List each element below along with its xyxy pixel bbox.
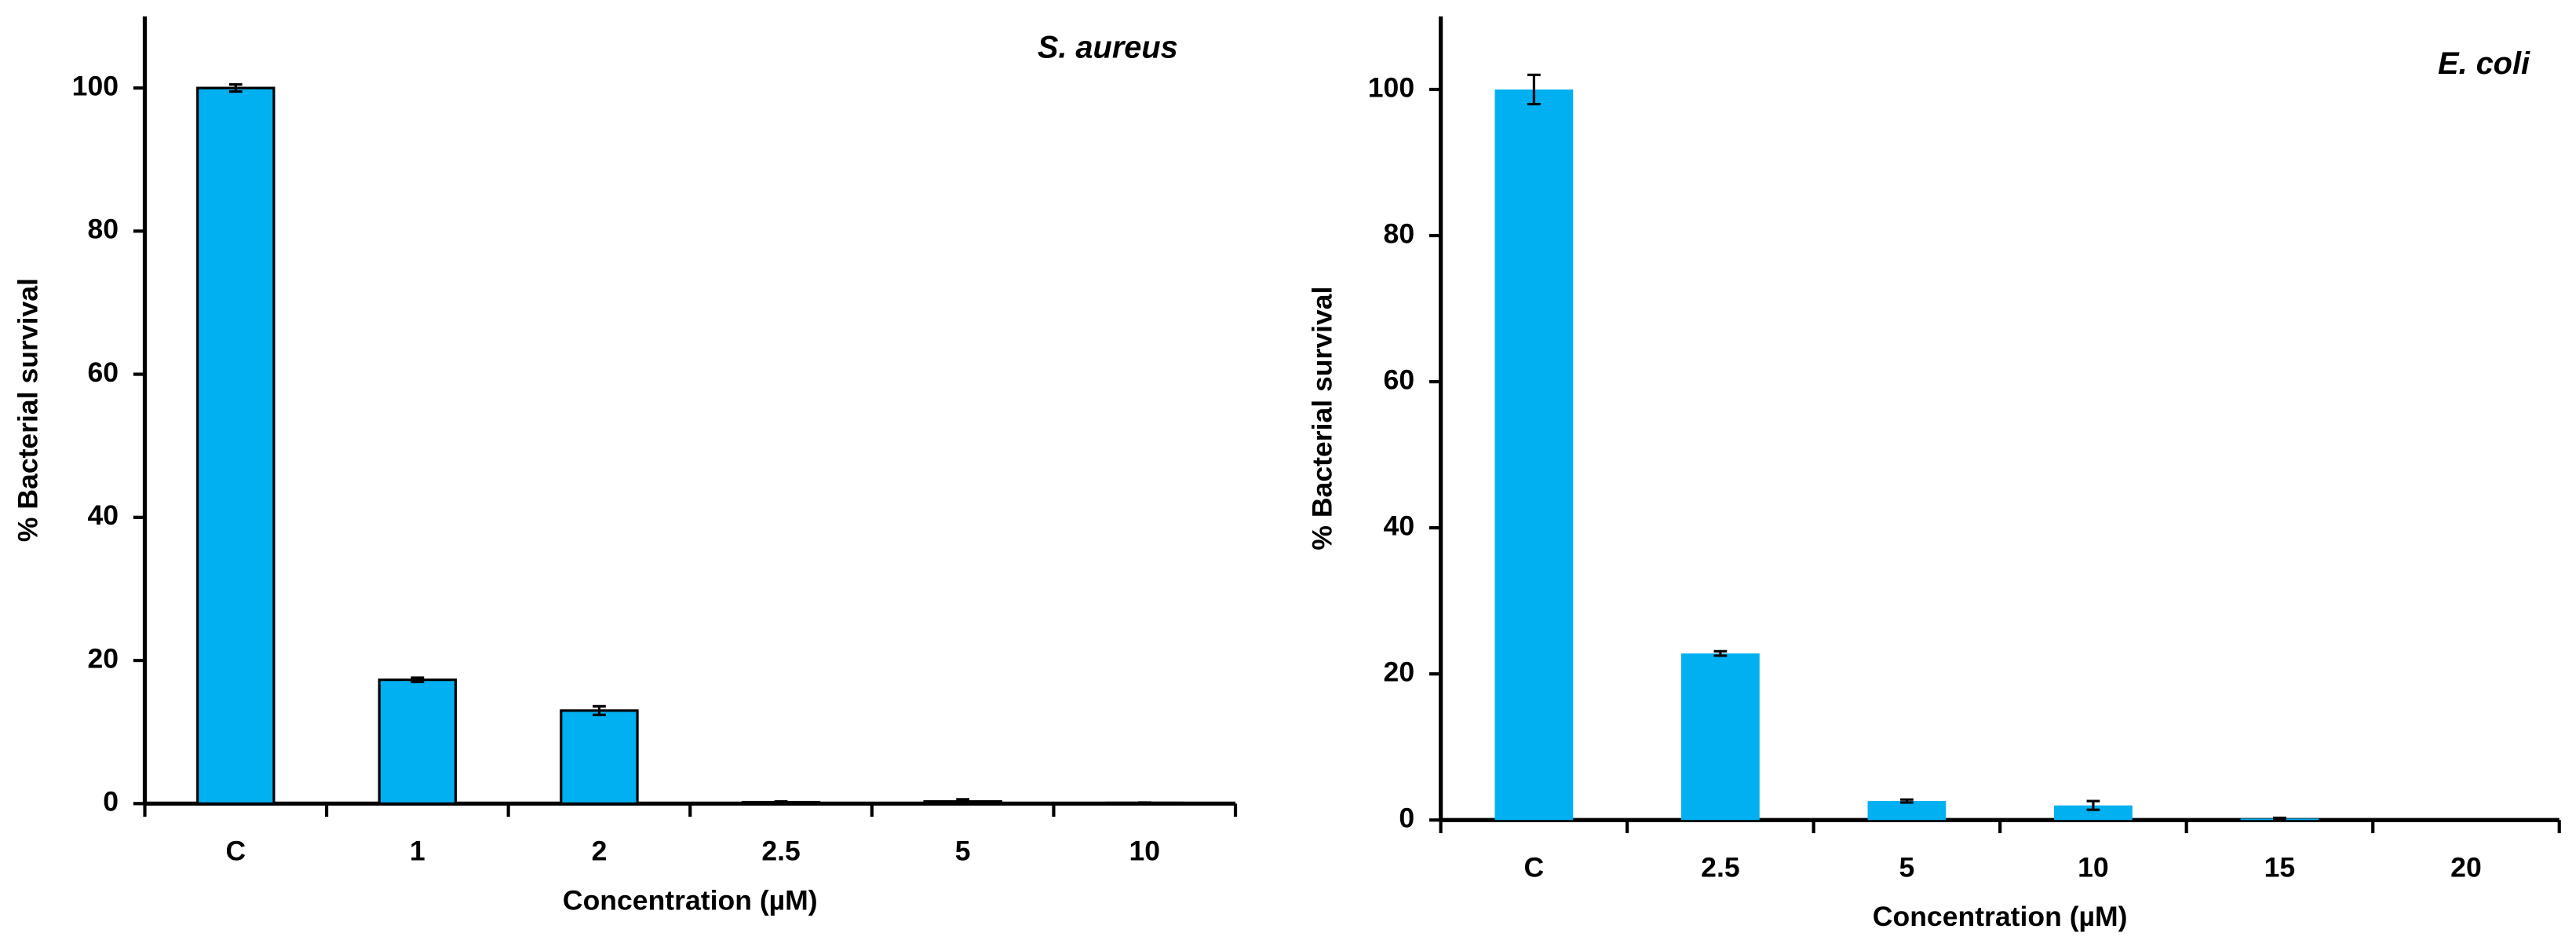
x-tick-label: C — [1524, 851, 1545, 883]
x-tick-label: 5 — [955, 835, 971, 866]
error-bar — [593, 704, 606, 716]
error-bar — [774, 800, 788, 804]
x-tick-label: 10 — [2078, 851, 2109, 883]
error-bar — [1713, 649, 1728, 657]
bar — [1867, 801, 1947, 821]
error-bar — [410, 676, 425, 683]
y-tick-label: 20 — [1384, 657, 1415, 688]
y-tick-label: 0 — [1399, 803, 1414, 834]
y-axis-label: % Bacterial survival — [12, 278, 43, 542]
x-tick-label: 2 — [592, 835, 608, 866]
y-tick-label: 80 — [1384, 218, 1415, 249]
x-tick-label: 2.5 — [1701, 851, 1739, 883]
x-tick-label: 10 — [1129, 835, 1160, 866]
y-tick-label: 20 — [87, 642, 119, 674]
bar — [560, 709, 639, 805]
x-tick-label: 20 — [2450, 851, 2482, 883]
chart-title: E. coli — [2438, 46, 2530, 81]
chart-panel: E. coli % Bacterial survival Concentration… — [1306, 16, 2561, 932]
y-tick-label: 60 — [87, 357, 119, 388]
error-bar — [2273, 816, 2286, 821]
y-tick-label: 40 — [1384, 510, 1415, 542]
bar — [196, 86, 275, 805]
error-bar — [1900, 798, 1914, 804]
x-tick-label: 2.5 — [761, 835, 800, 866]
x-tick-label: 1 — [410, 835, 425, 866]
y-tick-label: 80 — [87, 214, 119, 245]
bar — [1494, 89, 1574, 821]
bar — [378, 678, 458, 805]
x-tick-label: 15 — [2264, 851, 2296, 883]
bar — [2054, 805, 2133, 821]
y-tick-label: 60 — [1384, 364, 1415, 395]
error-bar — [228, 82, 243, 93]
error-bar — [2086, 799, 2100, 811]
y-tick-label: 0 — [103, 786, 119, 817]
y-tick-label: 40 — [87, 499, 119, 531]
error-bar — [1527, 73, 1541, 106]
y-tick-label: 100 — [1368, 71, 1414, 103]
x-axis-label: Concentration (µM) — [1873, 901, 2128, 932]
x-tick-label: 5 — [1899, 851, 1915, 883]
chart-title: S. aureus — [1038, 30, 1178, 64]
bar — [1681, 653, 1760, 821]
y-axis-label: % Bacterial survival — [1306, 287, 1337, 550]
x-axis-label: Concentration (µM) — [563, 884, 818, 916]
chart-panel: S. aureus % Bacterial survival Concentrati… — [12, 16, 1238, 916]
error-bar — [956, 798, 970, 805]
x-tick-label: C — [225, 835, 246, 866]
y-tick-label: 100 — [72, 70, 119, 101]
